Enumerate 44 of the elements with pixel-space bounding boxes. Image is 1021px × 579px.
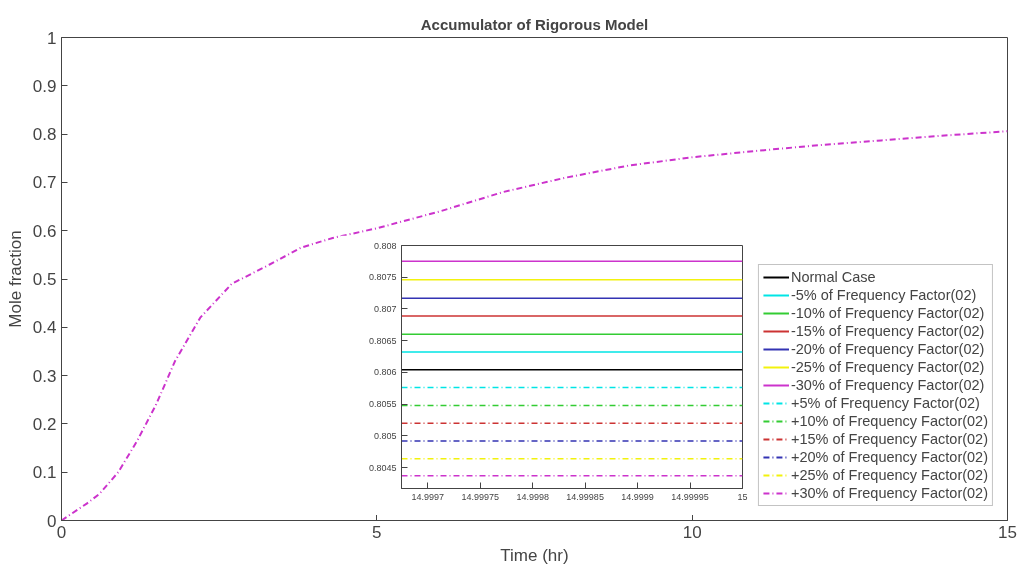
y-tick-label: 0.1 bbox=[32, 463, 57, 483]
y-tick-label: 0.6 bbox=[32, 221, 57, 241]
y-tick-label: 0.8 bbox=[32, 125, 57, 145]
legend-label: -20% of Frequency Factor(02) bbox=[790, 341, 985, 357]
legend-label: -5% of Frequency Factor(02) bbox=[790, 287, 977, 303]
x-tick-label: 14.9997 bbox=[411, 491, 445, 502]
legend-label: -30% of Frequency Factor(02) bbox=[790, 377, 985, 393]
y-tick-label: 0.8055 bbox=[368, 399, 397, 410]
legend-label: +10% of Frequency Factor(02) bbox=[790, 413, 988, 429]
legend-label: +15% of Frequency Factor(02) bbox=[790, 431, 988, 447]
y-tick-label: 0.806 bbox=[373, 367, 397, 378]
x-tick-label: 10 bbox=[682, 522, 702, 542]
legend-label: +25% of Frequency Factor(02) bbox=[790, 467, 988, 483]
legend-label: -25% of Frequency Factor(02) bbox=[790, 359, 985, 375]
x-tick-label: 14.99985 bbox=[566, 491, 604, 502]
legend-label: +30% of Frequency Factor(02) bbox=[790, 485, 988, 501]
x-axis-title: Time (hr) bbox=[500, 545, 569, 565]
x-tick-label: 15 bbox=[737, 491, 748, 502]
x-tick-label: 5 bbox=[372, 522, 382, 542]
legend-label: +5% of Frequency Factor(02) bbox=[790, 395, 980, 411]
x-tick-label: 14.9998 bbox=[516, 491, 549, 502]
x-tick-label: 15 bbox=[998, 522, 1017, 542]
legend-label: +20% of Frequency Factor(02) bbox=[790, 449, 988, 465]
x-tick-label: 14.99995 bbox=[671, 491, 709, 502]
y-tick-label: 0.3 bbox=[32, 366, 57, 386]
legend-label: -10% of Frequency Factor(02) bbox=[790, 305, 985, 321]
x-tick-label: 14.9999 bbox=[621, 491, 654, 502]
y-tick-label: 0.2 bbox=[32, 414, 57, 434]
y-tick-label: 0.8065 bbox=[368, 335, 397, 346]
y-tick-label: 0.807 bbox=[373, 303, 397, 314]
y-tick-label: 0.8075 bbox=[368, 272, 397, 283]
y-tick-label: 0.9 bbox=[32, 76, 57, 96]
y-tick-label: 0.5 bbox=[32, 270, 57, 289]
legend-label: -15% of Frequency Factor(02) bbox=[790, 323, 985, 339]
x-tick-label: 14.99975 bbox=[461, 491, 499, 502]
y-tick-label: 0.805 bbox=[373, 430, 397, 441]
chart-title: Accumulator of Rigorous Model bbox=[420, 15, 649, 33]
y-tick-label: 1 bbox=[47, 28, 57, 48]
y-tick-label: 0.808 bbox=[373, 240, 397, 251]
y-tick-label: 0.8045 bbox=[368, 462, 397, 473]
legend-label: Normal Case bbox=[790, 269, 876, 285]
y-tick-label: 0.7 bbox=[32, 173, 57, 193]
y-axis-title: Mole fraction bbox=[5, 230, 25, 328]
y-tick-label: 0.4 bbox=[32, 318, 57, 338]
